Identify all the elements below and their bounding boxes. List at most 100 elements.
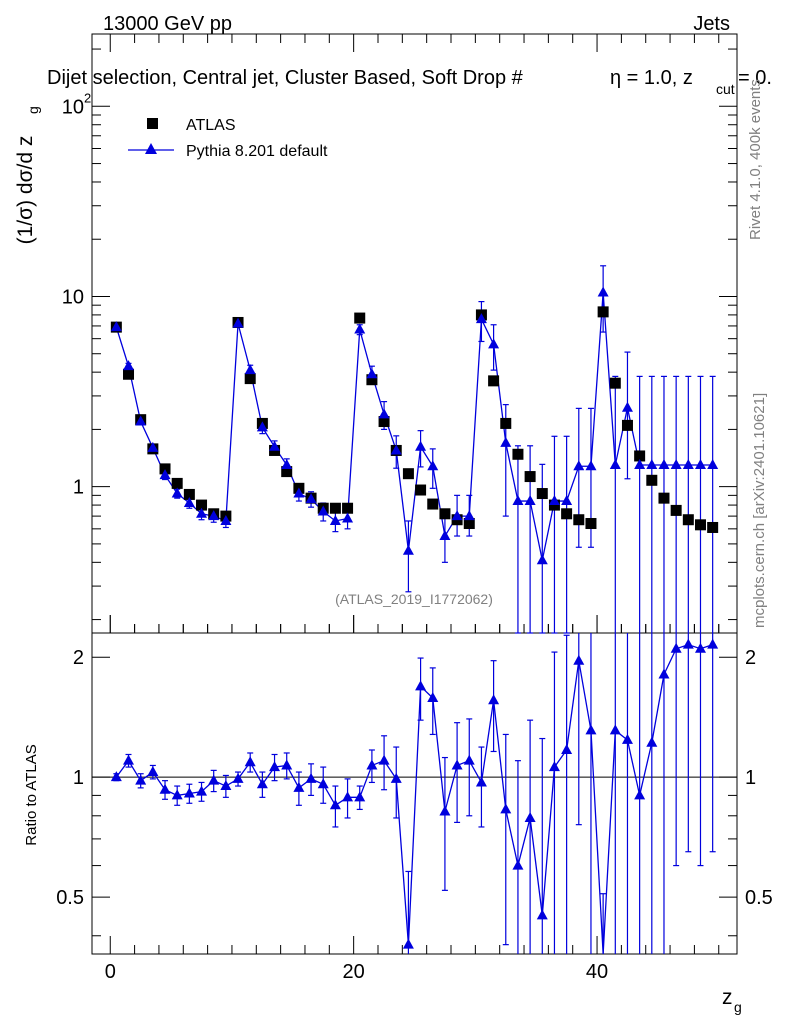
ratio-point	[390, 772, 402, 783]
ratio-point	[402, 938, 414, 949]
mc-point	[658, 458, 670, 469]
ratio-point	[159, 783, 171, 794]
mc-point	[439, 530, 451, 541]
mc-point	[390, 444, 402, 455]
ratio-point	[232, 772, 244, 783]
atlas-point	[597, 306, 609, 318]
atlas-point	[707, 521, 719, 533]
mc-point	[524, 495, 536, 506]
mc-point	[293, 487, 305, 498]
ratio-point	[415, 680, 427, 691]
mc-point	[561, 495, 573, 506]
atlas-point	[646, 474, 658, 486]
mc-point	[609, 458, 621, 469]
ratio-point	[183, 787, 195, 798]
xtick-label: 0	[105, 961, 116, 983]
mc-point	[548, 495, 560, 506]
category-label: Jets	[693, 13, 730, 35]
ratio-point	[634, 789, 646, 800]
mc-point	[378, 408, 390, 419]
main-ytick-label: 1	[73, 477, 84, 499]
mc-point	[244, 364, 256, 375]
mc-point	[354, 323, 366, 334]
ratio-point	[488, 694, 500, 705]
energy-label: 13000 GeV pp	[103, 13, 232, 35]
legend-mc-label: Pythia 8.201 default	[186, 143, 328, 160]
ratio-ytick-label-right: 0.5	[745, 887, 773, 909]
atlas-point	[670, 504, 682, 516]
mc-point	[232, 317, 244, 328]
xtick-label: 20	[343, 961, 365, 983]
ratio-point	[378, 754, 390, 765]
atlas-point	[281, 466, 293, 478]
mc-point	[585, 460, 597, 471]
ratio-ytick-label: 0.5	[56, 887, 84, 909]
atlas-point	[488, 375, 500, 387]
mc-point	[135, 415, 147, 426]
mc-point	[670, 458, 682, 469]
ratio-point	[123, 754, 135, 765]
legend-data-label: ATLAS	[186, 117, 236, 134]
mc-point	[621, 401, 633, 412]
atlas-point	[585, 518, 597, 530]
ratio-point	[196, 785, 208, 796]
mc-point	[317, 505, 329, 516]
atlas-point	[634, 450, 646, 462]
ratio-point	[585, 724, 597, 735]
atlas-point	[415, 484, 427, 496]
rivet-label: Rivet 4.1.0, 400k events	[747, 79, 764, 240]
atlas-point	[366, 374, 378, 386]
ratio-ytick-label: 2	[73, 647, 84, 669]
title-beta: η = 1.0, z	[610, 67, 693, 89]
mc-point	[329, 514, 341, 525]
plot-title: Dijet selection, Central jet, Cluster Ba…	[47, 67, 524, 89]
mc-point	[123, 360, 135, 371]
mc-point	[402, 544, 414, 555]
ratio-plot-data	[92, 633, 737, 955]
mc-point	[427, 460, 439, 471]
atlas-point	[524, 471, 536, 483]
ratio-point	[707, 638, 719, 649]
main-ylabel: (1/σ) dσ/d z g	[14, 106, 41, 244]
atlas-point	[123, 368, 135, 380]
atlas-point	[342, 502, 354, 514]
atlas-point	[183, 488, 195, 500]
mc-point	[707, 458, 719, 469]
ratio-point	[536, 909, 548, 920]
ratio-ylabel-text: Ratio to ATLAS	[23, 744, 40, 845]
atlas-point	[694, 519, 706, 531]
atlas-point	[171, 477, 183, 489]
rivet-label-text: Rivet 4.1.0, 400k events	[747, 79, 764, 240]
ratio-ytick-label: 1	[73, 767, 84, 789]
legend-mc-marker	[145, 143, 157, 154]
main-plot-data	[110, 265, 719, 634]
atlas-point	[439, 508, 451, 520]
ratio-point	[220, 780, 232, 791]
main-ytick-label-exp: 2	[84, 90, 91, 105]
ratio-point	[621, 733, 633, 744]
ratio-point	[244, 756, 256, 767]
atlas-point	[621, 419, 633, 431]
mc-point	[694, 458, 706, 469]
mc-point	[366, 368, 378, 379]
atlas-point	[244, 373, 256, 385]
plot-title-sub: cut	[716, 81, 735, 97]
main-ytick-label: 10	[62, 96, 84, 118]
atlas-point	[658, 492, 670, 504]
mc-point	[171, 487, 183, 498]
ratio-point	[147, 766, 159, 777]
mcplots-label-text: mcplots.cern.ch [arXiv:2401.10621]	[751, 393, 768, 628]
atlas-point	[378, 416, 390, 428]
mc-point	[110, 321, 122, 332]
mc-point	[183, 497, 195, 508]
atlas-point	[609, 377, 621, 389]
ratio-point	[293, 781, 305, 792]
plot-title-tail: η = 1.0, z	[610, 67, 693, 89]
atlas-point	[402, 468, 414, 480]
mc-point	[305, 493, 317, 504]
mc-point	[597, 286, 609, 297]
analysis-watermark: (ATLAS_2019_I1772062)	[335, 591, 493, 607]
mc-point	[342, 512, 354, 523]
